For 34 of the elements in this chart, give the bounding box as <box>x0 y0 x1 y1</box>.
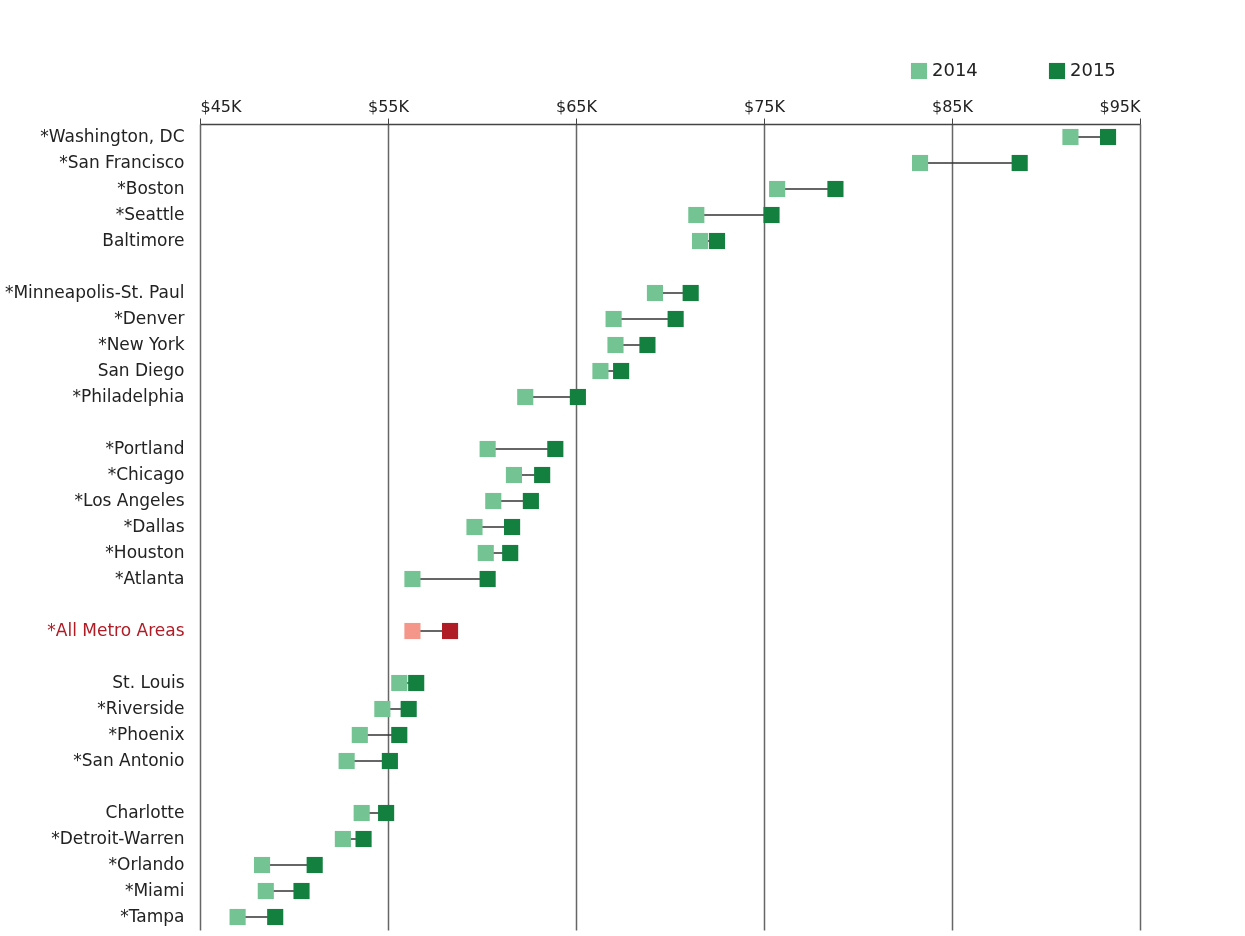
y-tick-label: *Washington, DC <box>40 126 185 146</box>
y-tick-label: *Riverside <box>97 698 185 718</box>
y-tick-label: *Minneapolis-St. Paul <box>4 282 185 302</box>
y-tick-label: *Phoenix <box>108 724 185 744</box>
x-tick-label: $45K <box>200 96 243 116</box>
legend-label: 2014 <box>932 59 978 80</box>
y-tick-label: *All Metro Areas <box>47 620 185 640</box>
y-tick-label: *Chicago <box>107 464 185 484</box>
x-tick-label: $95K <box>1099 96 1142 116</box>
y-tick-label: Baltimore <box>102 230 185 250</box>
y-tick-label: *Dallas <box>123 516 185 536</box>
x-tick-label: $75K <box>743 96 786 116</box>
y-tick-label: *Seattle <box>115 204 185 224</box>
x-tick-label: $65K <box>555 96 598 116</box>
y-tick-label: *Portland <box>105 438 185 458</box>
y-tick-label: *San Antonio <box>73 750 185 770</box>
y-tick-label: *Los Angeles <box>74 490 185 510</box>
y-tick-label: *Miami <box>124 880 185 900</box>
y-tick-label: *Philadelphia <box>72 386 185 406</box>
y-tick-label: *Boston <box>117 178 185 198</box>
y-tick-label: *Orlando <box>108 854 185 874</box>
x-tick-label: $85K <box>931 96 974 116</box>
y-tick-label: Charlotte <box>105 802 185 822</box>
y-tick-label: San Diego <box>97 360 185 380</box>
y-tick-label: *Atlanta <box>115 568 185 588</box>
x-tick-label: $55K <box>367 96 410 116</box>
y-tick-label: *New York <box>98 334 185 354</box>
y-tick-label: *Detroit-Warren <box>51 828 185 848</box>
y-tick-label: *Tampa <box>120 906 185 926</box>
legend-label: 2015 <box>1070 59 1116 80</box>
y-tick-label: *Denver <box>114 308 185 328</box>
y-tick-label: *San Francisco <box>59 152 185 172</box>
y-tick-label: St. Louis <box>112 672 185 692</box>
y-tick-label: *Houston <box>105 542 185 562</box>
